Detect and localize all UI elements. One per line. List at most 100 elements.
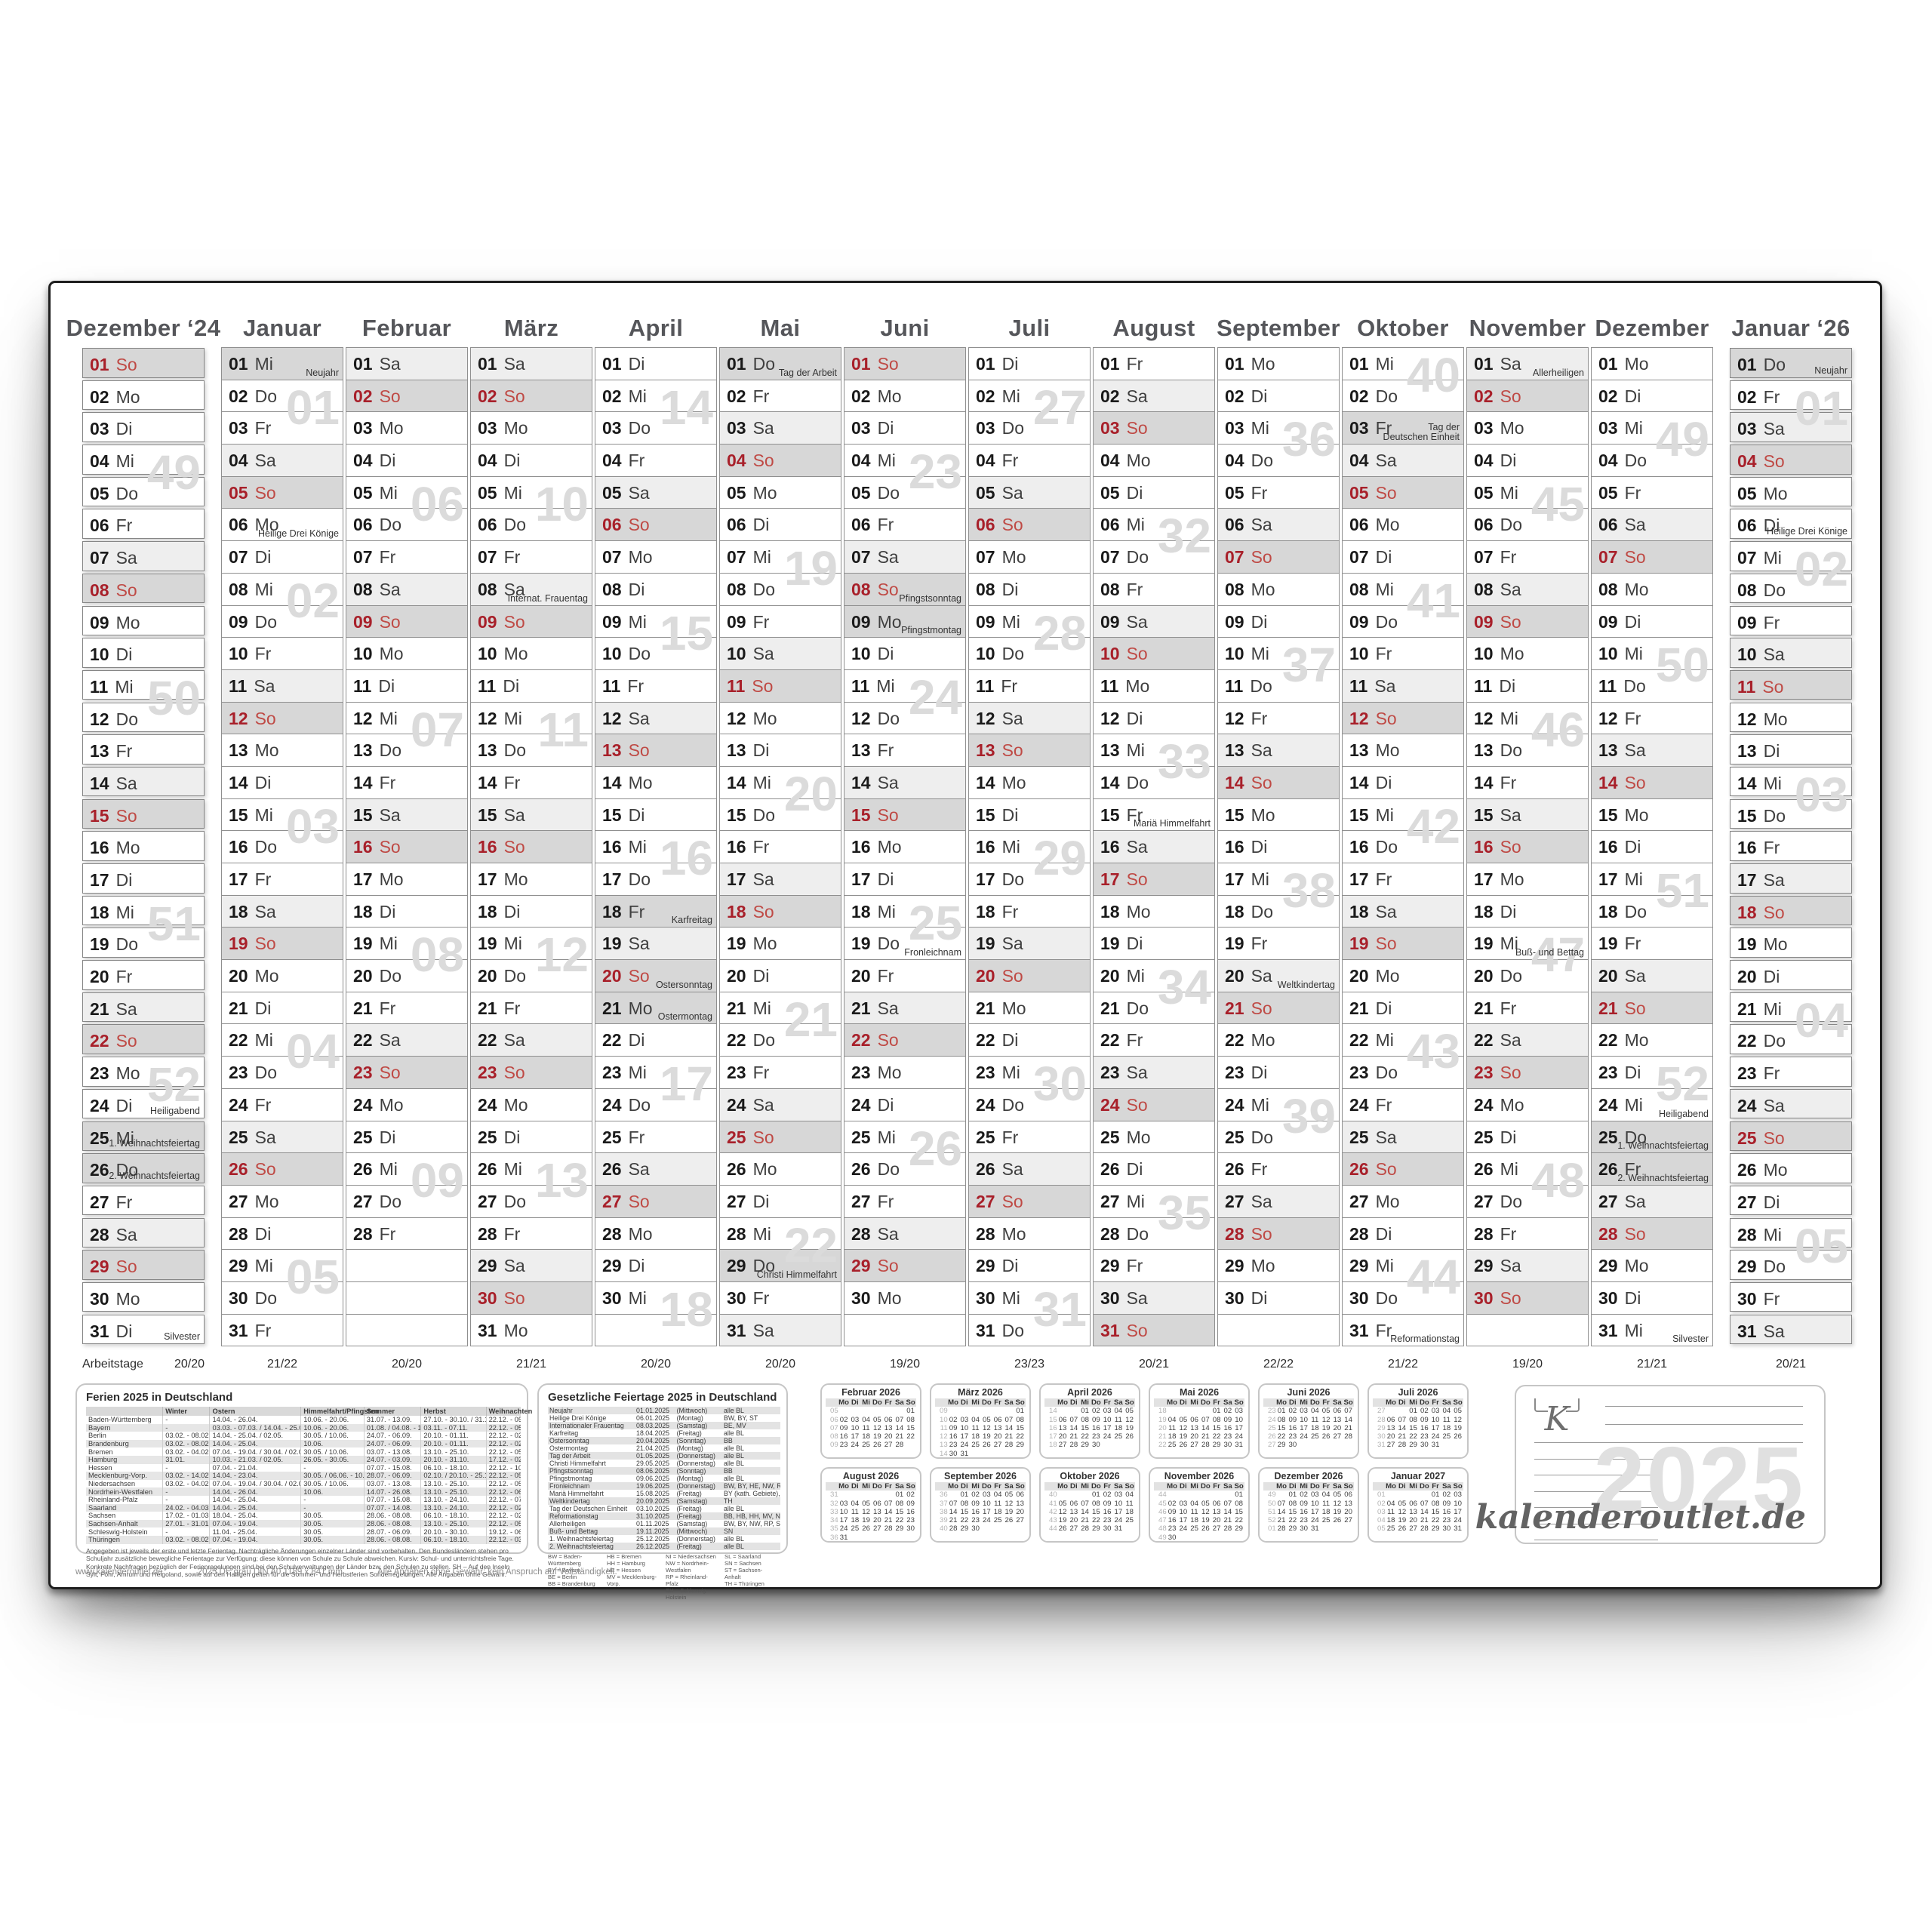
day-cell: 21 So bbox=[1591, 991, 1713, 1025]
day-cell: 02 Mi 14 bbox=[595, 379, 717, 432]
day-number: 20 bbox=[602, 966, 622, 986]
mini-day: 11 bbox=[862, 1423, 870, 1432]
day-number: 07 bbox=[727, 547, 746, 568]
holiday-label: Reformationstag bbox=[1390, 1334, 1460, 1345]
mini-week-number: 18 bbox=[1158, 1407, 1167, 1416]
holiday-label: Neujahr bbox=[1814, 365, 1847, 376]
mini-day: 17 bbox=[1454, 1507, 1462, 1516]
day-number: 03 bbox=[1737, 419, 1757, 439]
day-cell: 11 Di bbox=[470, 669, 592, 703]
day-number: 05 bbox=[851, 482, 871, 503]
day-number: 22 bbox=[602, 1030, 622, 1051]
weekday-abbrev: Fr bbox=[1375, 644, 1392, 664]
day-cell: 28 Sa bbox=[844, 1217, 966, 1251]
weekday-abbrev: Di bbox=[1251, 386, 1268, 406]
day-number: 08 bbox=[851, 579, 871, 599]
weekday-abbrev: Sa bbox=[1374, 675, 1396, 696]
day-number: 02 bbox=[602, 386, 622, 406]
mini-kw-header bbox=[1373, 1398, 1386, 1407]
day-cell: 29 Di bbox=[595, 1249, 717, 1282]
day-text: 20 Fr bbox=[844, 960, 965, 986]
day-number: 14 bbox=[727, 772, 746, 792]
day-text: 26 Do bbox=[83, 1154, 204, 1180]
day-number: 15 bbox=[90, 805, 109, 826]
mini-day: 06 bbox=[1212, 1499, 1221, 1508]
mini-day: 31 bbox=[1311, 1524, 1319, 1534]
state-abbrev-legend: BW = Baden-Württemberg BY = Bayern BE = Be… bbox=[548, 1553, 777, 1601]
mini-day: 10 bbox=[1311, 1499, 1319, 1508]
day-number: 02 bbox=[229, 386, 248, 406]
day-number: 16 bbox=[229, 837, 248, 857]
weekday-abbrev: Di bbox=[1500, 451, 1517, 471]
mini-day: 08 bbox=[1409, 1415, 1417, 1424]
day-text: 14 Sa bbox=[83, 768, 204, 794]
mini-weekday: Fr bbox=[884, 1398, 892, 1407]
mini-weekday: So bbox=[1015, 1482, 1025, 1491]
mini-weekday: Di bbox=[1180, 1398, 1187, 1407]
weekday-abbrev: Fr bbox=[1763, 612, 1780, 632]
day-number: 15 bbox=[1474, 804, 1494, 825]
weekday-abbrev: So bbox=[752, 675, 774, 696]
day-number: 10 bbox=[602, 644, 622, 664]
weekday-abbrev: Sa bbox=[1500, 1030, 1521, 1051]
weekday-abbrev: So bbox=[503, 1063, 525, 1083]
day-text: 17 Di bbox=[83, 864, 204, 891]
mini-day: 11 bbox=[1168, 1423, 1177, 1432]
mini-day bbox=[1189, 1491, 1200, 1499]
day-cell: 16 Di bbox=[1217, 830, 1340, 863]
writing-line bbox=[1534, 1442, 1803, 1443]
ferien-cell: 11.04. - 25.04. bbox=[209, 1527, 301, 1536]
day-text: 18 Di bbox=[346, 896, 467, 922]
mini-weekday-header: Mo Di Mi Do Fr Sa So bbox=[1373, 1482, 1463, 1491]
day-number: 27 bbox=[1100, 1191, 1120, 1211]
weekday-abbrev: Fr bbox=[877, 1191, 894, 1211]
holiday-label: Heiligabend bbox=[149, 1106, 200, 1117]
mini-day: 07 bbox=[1081, 1499, 1089, 1508]
mini-day: 15 bbox=[1016, 1423, 1024, 1432]
day-text: 06 Sa bbox=[1218, 509, 1339, 535]
weekday-abbrev: Di bbox=[1001, 354, 1019, 374]
day-text: 26 Fr bbox=[1218, 1153, 1339, 1180]
weekday-abbrev: Fr bbox=[379, 998, 396, 1018]
mini-week-row: 40 01 02 03 04 bbox=[1041, 1491, 1139, 1499]
day-number: 20 bbox=[1100, 966, 1120, 986]
mini-day: 24 bbox=[851, 1441, 860, 1450]
weekday-abbrev: Mi bbox=[1375, 1256, 1394, 1276]
day-number: 01 bbox=[1100, 354, 1120, 374]
mini-day: 18 bbox=[1190, 1516, 1198, 1525]
weekday-abbrev: Do bbox=[115, 709, 138, 729]
workdays-value: 21/22 bbox=[266, 1358, 298, 1371]
mini-calendar-m-rz-2026: März 2026 Mo Di Mi Do Fr Sa So 09 01 10 02 03 04 05 06 0… bbox=[930, 1383, 1031, 1459]
footer-text: www.kalenderoutlet.de bbox=[75, 1567, 163, 1577]
day-text: 12 Fr bbox=[1592, 703, 1712, 729]
day-number: 19 bbox=[1225, 934, 1244, 954]
feiertag-cell: alle BL bbox=[723, 1429, 744, 1437]
weekday-abbrev: Mo bbox=[752, 934, 777, 954]
day-text: 24 So bbox=[1094, 1089, 1214, 1115]
mini-day: 27 bbox=[1409, 1524, 1417, 1534]
day-number: 10 bbox=[353, 644, 373, 664]
weekday-abbrev: Sa bbox=[1001, 934, 1023, 954]
feiertag-cell: Ostermontag bbox=[549, 1444, 588, 1452]
feiertag-cell: Tag der Deutschen Einheit bbox=[549, 1505, 628, 1512]
weekday-abbrev: Mi bbox=[752, 1223, 771, 1244]
weekday-abbrev: Mi bbox=[1763, 773, 1782, 793]
mini-day: 23 bbox=[1420, 1432, 1429, 1441]
day-text: 29 So bbox=[844, 1250, 965, 1276]
day-text: 08 Mo bbox=[1218, 574, 1339, 600]
day-cell: 15 Di bbox=[595, 798, 717, 832]
day-text: 02 Di bbox=[1218, 380, 1339, 407]
day-number: 26 bbox=[478, 1159, 497, 1180]
weekday-abbrev: Di bbox=[1375, 547, 1392, 568]
day-cell: 18 Di bbox=[470, 894, 592, 928]
weekday-abbrev: Di bbox=[115, 1095, 133, 1115]
weekday-abbrev: Sa bbox=[1126, 386, 1148, 406]
day-text: 18 So bbox=[720, 896, 841, 922]
day-text: 28 Di bbox=[1343, 1218, 1463, 1244]
day-cell: 01 Sa bbox=[346, 347, 468, 380]
holiday-label: Tag der Deutschen Einheit bbox=[1383, 422, 1460, 443]
legend-column: SL = Saarland SN = Sachsen ST = Sachsen-An… bbox=[724, 1553, 777, 1601]
day-number: 30 bbox=[1737, 1288, 1757, 1309]
weekday-abbrev: Do bbox=[1126, 547, 1149, 568]
day-cell: 17 Di bbox=[844, 863, 966, 896]
